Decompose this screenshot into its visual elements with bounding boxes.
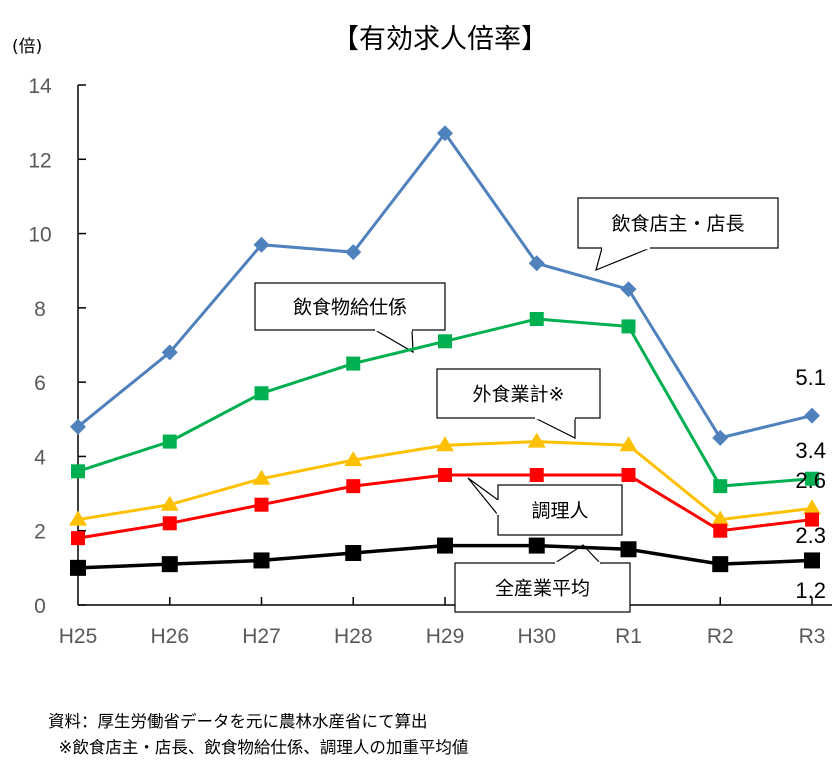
series-3	[71, 468, 819, 546]
y-tick-label: 2	[34, 521, 46, 544]
data-point	[437, 537, 453, 554]
callout-box	[577, 197, 779, 249]
data-point	[805, 512, 819, 527]
series-4	[70, 537, 820, 576]
data-point	[712, 556, 729, 573]
callout-1: 飲食物給仕係	[254, 282, 446, 354]
data-point	[621, 468, 636, 482]
data-point	[528, 537, 545, 554]
y-tick-label: 14	[28, 75, 52, 98]
data-point	[71, 464, 85, 479]
data-point	[529, 312, 544, 326]
data-point	[803, 499, 821, 515]
data-point	[253, 552, 270, 569]
y-tick-label: 6	[34, 372, 46, 395]
data-point	[438, 334, 452, 349]
data-point	[162, 516, 177, 531]
data-point	[162, 434, 177, 449]
series-name-label: 外食業計※	[473, 384, 565, 406]
data-point	[70, 418, 86, 435]
data-label: 1.2	[795, 578, 826, 603]
callout-box	[436, 368, 601, 419]
data-point	[529, 468, 544, 482]
data-point	[712, 429, 729, 446]
data-point	[528, 255, 545, 272]
data-point	[254, 386, 269, 401]
y-tick-label: 0	[34, 595, 46, 618]
data-point	[254, 497, 269, 512]
callout-0: 飲食店主・店長	[577, 197, 779, 272]
x-tick-label: H29	[426, 625, 465, 648]
x-tick-label: H26	[150, 625, 189, 648]
data-point	[344, 451, 363, 467]
data-label: 2.6	[795, 468, 826, 493]
data-point	[711, 510, 730, 526]
x-tick-label: R2	[707, 625, 734, 648]
data-point	[69, 510, 87, 526]
data-point	[620, 541, 637, 558]
data-point	[527, 432, 546, 448]
data-point	[345, 244, 362, 261]
data-point	[71, 531, 85, 546]
series-0	[70, 125, 820, 446]
callout-pointer	[372, 329, 414, 354]
data-point	[620, 281, 637, 298]
data-point	[253, 236, 270, 253]
series-name-label: 飲食物給仕係	[293, 297, 407, 319]
footnote-source: 資料：厚生労働省データを元に農林水産省にて算出	[48, 712, 428, 731]
data-label: 3.4	[795, 438, 826, 463]
data-point	[345, 545, 362, 561]
series-name-label: 調理人	[531, 500, 588, 522]
x-tick-label: H25	[59, 625, 98, 648]
series-name-label: 飲食店主・店長	[611, 213, 744, 235]
data-label: 5.1	[795, 365, 826, 390]
x-tick-label: H27	[242, 625, 281, 648]
data-point	[70, 559, 86, 576]
callout-pointer	[534, 417, 576, 439]
data-point	[619, 436, 638, 452]
x-tick-label: R3	[799, 625, 826, 648]
chart-title: 【有効求人倍率】	[332, 24, 548, 55]
data-point	[252, 469, 271, 485]
y-tick-label: 12	[28, 149, 51, 172]
callout-pointer	[467, 477, 499, 517]
callout-pointer	[595, 247, 651, 272]
y-tick-label: 10	[28, 224, 51, 247]
y-tick-label: 8	[34, 298, 46, 321]
data-point	[346, 356, 361, 371]
callout-box	[254, 282, 446, 331]
callout-box	[454, 562, 631, 613]
data-point	[160, 495, 179, 511]
data-point	[161, 556, 178, 573]
series-2	[69, 432, 821, 526]
series-name-label: 全産業平均	[495, 578, 590, 600]
data-label: 2.3	[795, 523, 826, 548]
data-point	[436, 436, 454, 452]
data-point	[161, 344, 178, 361]
data-point	[346, 479, 361, 494]
callout-box	[497, 484, 623, 536]
series-1	[71, 312, 819, 494]
y-axis-unit: (倍)	[12, 37, 42, 57]
y-tick-label: 4	[34, 446, 46, 469]
x-tick-label: H28	[334, 625, 373, 648]
data-point	[804, 407, 820, 424]
x-tick-label: H30	[517, 625, 556, 648]
data-point	[804, 552, 820, 569]
data-point	[713, 479, 728, 494]
data-point	[621, 319, 636, 334]
callout-2: 外食業計※	[436, 368, 601, 439]
x-tick-label: R1	[615, 625, 642, 648]
data-point	[713, 523, 728, 538]
footnote-note: ※飲食店主・店長、飲食物給仕係、調理人の加重平均値	[48, 738, 469, 757]
callout-3: 調理人	[467, 477, 623, 536]
data-point	[805, 471, 819, 486]
callout-4: 全産業平均	[454, 544, 631, 613]
data-point	[438, 468, 452, 482]
data-point	[437, 125, 453, 142]
